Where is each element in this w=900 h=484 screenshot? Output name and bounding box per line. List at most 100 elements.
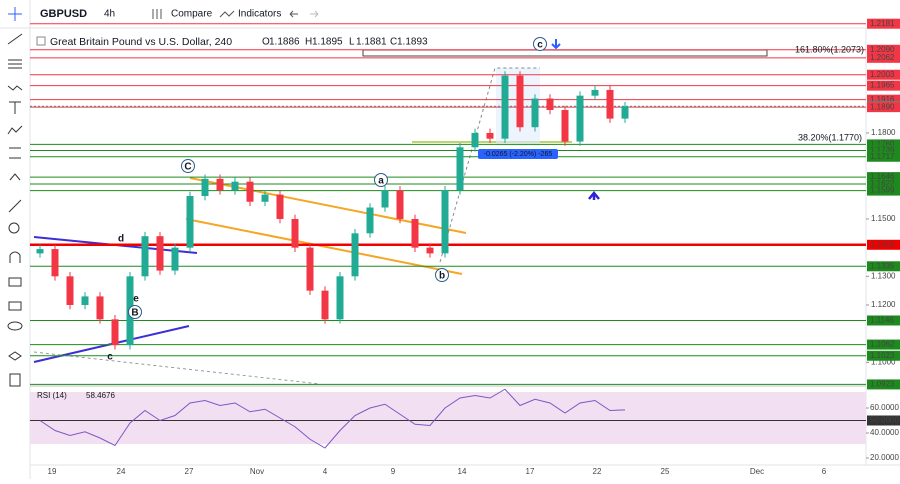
wave-label: c bbox=[537, 40, 543, 51]
visibility-tool[interactable] bbox=[7, 321, 23, 331]
interval[interactable]: 4h bbox=[104, 9, 115, 20]
fib-tool[interactable] bbox=[8, 59, 22, 69]
level-tag bbox=[867, 239, 900, 250]
y-tick-label: 1.1800 bbox=[871, 128, 896, 137]
candle-body bbox=[366, 207, 374, 234]
rsi-tick-label: 60.0000 bbox=[870, 403, 899, 412]
undo[interactable] bbox=[289, 10, 298, 18]
y-tick-label: 1.1000 bbox=[871, 357, 896, 366]
line-tool[interactable] bbox=[7, 33, 23, 45]
level-tag bbox=[867, 145, 900, 156]
trash-tool[interactable] bbox=[9, 373, 21, 387]
ohlc-value: 1.1895 bbox=[312, 37, 343, 48]
wave-circle bbox=[435, 268, 449, 282]
level-label: 1.1916 bbox=[870, 95, 895, 104]
crosshair-tool[interactable] bbox=[8, 7, 22, 21]
candle-body bbox=[111, 319, 119, 346]
level-label: 1.2090 bbox=[870, 45, 895, 54]
symbol[interactable]: GBPUSD bbox=[40, 8, 87, 20]
candle-body bbox=[291, 218, 299, 248]
candle-body bbox=[456, 147, 464, 191]
level-tag bbox=[867, 151, 900, 162]
projection-tool[interactable] bbox=[7, 125, 23, 135]
candle-body bbox=[471, 132, 479, 148]
ohlc-key: H bbox=[305, 37, 312, 48]
candle-body bbox=[51, 249, 59, 277]
candle-body bbox=[531, 98, 539, 128]
wave-label: d bbox=[118, 234, 124, 245]
ohlc-key: O bbox=[262, 37, 270, 48]
level-label: 1.1760 bbox=[870, 140, 895, 149]
level-tag bbox=[867, 261, 900, 272]
arrow-tool[interactable] bbox=[9, 173, 21, 181]
fib-label: 38.20%(1.1770) bbox=[798, 132, 862, 142]
x-tick-label: Dec bbox=[750, 467, 764, 476]
x-tick-label: 24 bbox=[117, 467, 126, 476]
level-tag bbox=[867, 178, 900, 189]
candle-body bbox=[561, 110, 569, 142]
candle-body bbox=[516, 75, 524, 128]
magnet-tool[interactable] bbox=[9, 251, 21, 263]
fib-label: 161.80%(1.2073) bbox=[795, 44, 864, 54]
candle-body bbox=[351, 233, 359, 277]
text-tool[interactable] bbox=[9, 101, 21, 114]
arrow-down bbox=[551, 39, 561, 50]
legend-toggle[interactable] bbox=[36, 36, 46, 46]
rsi-line bbox=[39, 388, 626, 449]
wave-circle bbox=[533, 37, 547, 51]
level-tag bbox=[867, 44, 900, 55]
candle-body bbox=[396, 190, 404, 219]
candle-body bbox=[591, 89, 599, 96]
redo[interactable] bbox=[310, 10, 319, 18]
layers-tool[interactable] bbox=[8, 351, 22, 361]
level-label: 1.1646 bbox=[870, 172, 895, 181]
ohlc-value: 1.1886 bbox=[269, 37, 300, 48]
measure-tool[interactable] bbox=[9, 147, 21, 159]
level-label: 1.0923 bbox=[870, 380, 895, 389]
candle-body bbox=[246, 181, 254, 202]
pattern-tool[interactable] bbox=[7, 85, 23, 91]
candle-body bbox=[411, 218, 419, 248]
wave-label: a bbox=[378, 176, 384, 187]
level-tag bbox=[867, 139, 900, 150]
x-tick-label: 6 bbox=[822, 467, 827, 476]
candle-body bbox=[231, 181, 239, 191]
level-label: 1.2062 bbox=[870, 53, 895, 62]
level-label: 1.2003 bbox=[870, 70, 895, 79]
rsi-tick-label: 50.0000 bbox=[870, 416, 899, 425]
x-tick-label: 9 bbox=[391, 467, 396, 476]
level-tag bbox=[867, 52, 900, 63]
ohlc-key: C bbox=[390, 37, 397, 48]
y-tick-label: 1.1200 bbox=[871, 300, 896, 309]
ohlc-key: L bbox=[349, 37, 355, 48]
wave-label: C bbox=[184, 162, 191, 173]
level-label: 1.1965 bbox=[870, 81, 895, 90]
rsi-value: 58.4676 bbox=[86, 391, 115, 400]
candle-body bbox=[96, 296, 104, 320]
candle-body bbox=[81, 296, 89, 305]
channel-bottom bbox=[185, 218, 463, 275]
wave-label: b bbox=[439, 271, 445, 282]
rsi-band bbox=[30, 392, 866, 444]
candle-body bbox=[66, 276, 74, 305]
compare-button[interactable]: Compare bbox=[171, 9, 213, 20]
rsi-tick-label: 40.0000 bbox=[870, 428, 899, 437]
lock-tool[interactable] bbox=[8, 277, 22, 287]
ruler-tool[interactable] bbox=[8, 199, 22, 213]
zoom-tool[interactable] bbox=[8, 222, 20, 234]
level-tag bbox=[867, 172, 900, 183]
level-tag bbox=[867, 18, 900, 29]
measure-label: -0.0265 (-2.20%) -265 bbox=[484, 151, 553, 158]
candle-body bbox=[276, 194, 284, 219]
y-tick-label: 1.1300 bbox=[871, 271, 896, 280]
wave-circle bbox=[128, 305, 142, 319]
unlock-tool[interactable] bbox=[8, 301, 22, 311]
level-tag bbox=[867, 94, 900, 105]
level-label: 1.1410 bbox=[870, 240, 895, 249]
candle-body bbox=[426, 247, 434, 254]
candle-body bbox=[261, 194, 269, 202]
candle-body bbox=[201, 178, 209, 197]
indicators-button[interactable]: Indicators bbox=[238, 9, 281, 20]
instrument-name: Great Britain Pound vs U.S. Dollar, 240 bbox=[50, 36, 232, 48]
